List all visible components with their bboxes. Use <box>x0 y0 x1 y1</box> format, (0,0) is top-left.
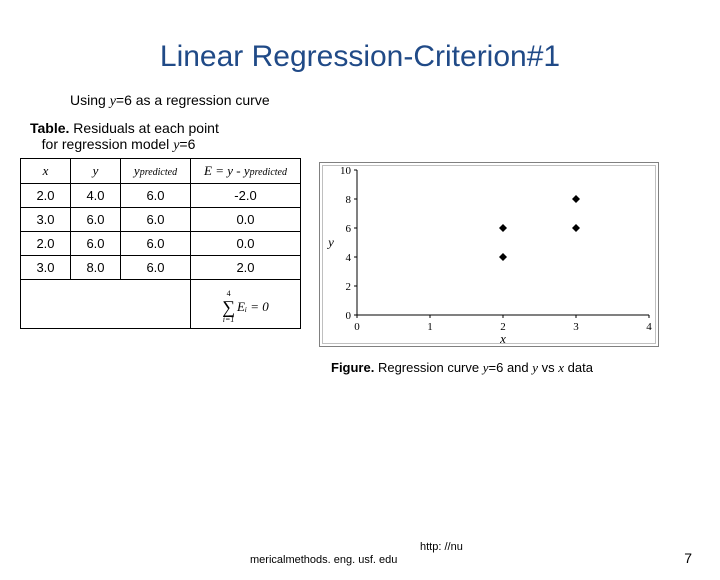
svg-text:3: 3 <box>573 321 579 333</box>
table-cell: 0.0 <box>191 208 301 232</box>
table-row: 3.06.06.00.0 <box>21 208 301 232</box>
col-E: E = y - y <box>204 163 250 178</box>
table-cell: 6.0 <box>121 184 191 208</box>
footer-url: mericalmethods. eng. usf. edu <box>250 554 397 566</box>
subtitle: Using y=6 as a regression curve <box>70 92 720 110</box>
svg-text:y: y <box>326 235 334 250</box>
scatter-chart: 024681001234xy <box>319 162 659 347</box>
table-caption-bold: Table. <box>30 120 69 136</box>
svg-text:1: 1 <box>427 321 433 333</box>
table-caption-rest1: Residuals at each point <box>69 120 218 136</box>
subtitle-prefix: Using <box>70 92 110 108</box>
table-cell: 6.0 <box>121 208 191 232</box>
table-caption: Table. Residuals at each point for regre… <box>30 120 720 154</box>
svg-text:10: 10 <box>340 165 352 177</box>
fc-eq: =6 and <box>489 360 533 375</box>
table-row: 2.06.06.00.0 <box>21 232 301 256</box>
col-y: y <box>93 163 99 178</box>
fc-r2: vs <box>538 360 558 375</box>
table-row: 3.08.06.02.0 <box>21 256 301 280</box>
fc-r3: data <box>564 360 593 375</box>
svg-text:6: 6 <box>346 223 352 235</box>
svg-text:x: x <box>499 331 506 346</box>
sum-row: 4∑i=1Eᵢ = 0 <box>21 280 301 329</box>
table-header-row: x y ypredicted E = y - ypredicted <box>21 159 301 184</box>
svg-text:4: 4 <box>646 321 652 333</box>
svg-text:4: 4 <box>346 252 352 264</box>
table-cell: -2.0 <box>191 184 301 208</box>
content-row: x y ypredicted E = y - ypredicted 2.04.0… <box>0 158 720 376</box>
fc-r1: Regression curve <box>374 360 482 375</box>
col-ypred-sub: predicted <box>140 167 177 178</box>
table-caption-rest2: for regression model <box>42 136 174 152</box>
col-x: x <box>43 163 49 178</box>
subtitle-eq: =6 as a regression curve <box>116 92 270 108</box>
table-cell: 4.0 <box>71 184 121 208</box>
table-cell: 2.0 <box>191 256 301 280</box>
sum-cell: 4∑i=1Eᵢ = 0 <box>191 280 301 329</box>
figure-caption: Figure. Regression curve y=6 and y vs x … <box>331 360 659 376</box>
slide-title: Linear Regression-Criterion#1 <box>0 40 720 74</box>
sum-blank <box>21 280 191 329</box>
table-cell: 2.0 <box>21 184 71 208</box>
residuals-table: x y ypredicted E = y - ypredicted 2.04.0… <box>20 158 301 329</box>
table-cell: 3.0 <box>21 256 71 280</box>
table-cell: 6.0 <box>71 232 121 256</box>
table-cell: 3.0 <box>21 208 71 232</box>
table-cell: 0.0 <box>191 232 301 256</box>
table-row: 2.04.06.0-2.0 <box>21 184 301 208</box>
chart-container: 024681001234xy Figure. Regression curve … <box>319 162 659 376</box>
table-cell: 6.0 <box>71 208 121 232</box>
table-cell: 2.0 <box>21 232 71 256</box>
footer-http: http: //nu <box>420 541 463 553</box>
svg-text:2: 2 <box>346 281 352 293</box>
table-cell: 6.0 <box>121 232 191 256</box>
table-cell: 6.0 <box>121 256 191 280</box>
svg-text:0: 0 <box>346 310 352 322</box>
svg-text:0: 0 <box>354 321 360 333</box>
table-cell: 8.0 <box>71 256 121 280</box>
table-caption-eq: =6 <box>179 136 195 152</box>
svg-text:8: 8 <box>346 194 352 206</box>
col-E-sub: predicted <box>250 167 287 178</box>
footer-pagenum: 7 <box>684 550 692 566</box>
figure-caption-bold: Figure. <box>331 360 374 375</box>
